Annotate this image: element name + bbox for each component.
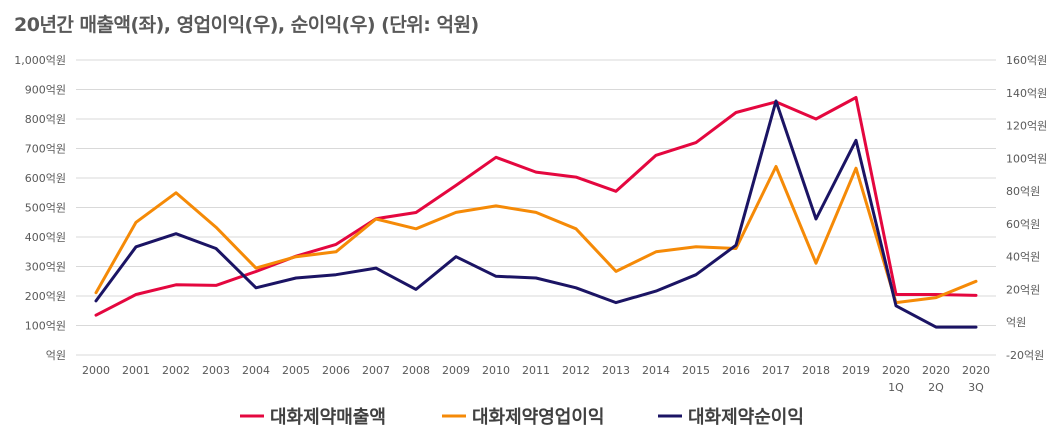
x-tick-label: 2010: [482, 364, 510, 377]
x-tick-label: 2000: [82, 364, 110, 377]
y-right-tick-label: 120억원: [1006, 120, 1047, 133]
x-tick-label: 2008: [402, 364, 430, 377]
y-right-tick-label: 160억원: [1006, 54, 1047, 67]
x-tick-label: 2002: [162, 364, 190, 377]
x-tick-label: 2019: [842, 364, 870, 377]
y-left-tick-label: 300억원: [25, 261, 66, 274]
series-line: [94, 96, 978, 317]
y-left-tick-label: 1,000억원: [14, 54, 66, 67]
legend-label: 대화제약영업이익: [472, 406, 604, 428]
y-left-tick-label: 400억원: [25, 231, 66, 244]
y-left-tick-label: 100억원: [25, 320, 66, 333]
x-tick-label: 2013: [602, 364, 630, 377]
y-right-tick-label: 140억원: [1006, 87, 1047, 100]
y-left-tick-label: 600억원: [25, 172, 66, 185]
y-right-tick-label: 100억원: [1006, 152, 1047, 165]
x-tick-label: 2006: [322, 364, 350, 377]
y-right-tick-label: 80억원: [1006, 185, 1040, 198]
x-tick-label: 2004: [242, 364, 270, 377]
y-right-tick-label: 20억원: [1006, 283, 1040, 296]
legend-label: 대화제약순이익: [688, 406, 804, 428]
x-tick-label: 2020: [882, 364, 910, 377]
x-tick-label: 2007: [362, 364, 390, 377]
x-tick-label: 2020: [922, 364, 950, 377]
x-tick-label: 2016: [722, 364, 750, 377]
x-tick-label: 2005: [282, 364, 310, 377]
x-tick-label: 2009: [442, 364, 470, 377]
x-tick-label: 2001: [122, 364, 150, 377]
y-left-tick-label: 900억원: [25, 84, 66, 97]
chart-title: 20년간 매출액(좌), 영업이익(우), 순이익(우) (단위: 억원): [14, 14, 479, 36]
x-tick-label: 2003: [202, 364, 230, 377]
y-left-tick-label: 700억원: [25, 143, 66, 156]
x-tick-label: 3Q: [968, 381, 984, 394]
x-tick-label: 2017: [762, 364, 790, 377]
x-tick-label: 2015: [682, 364, 710, 377]
series-line: [94, 99, 978, 329]
y-right-tick-label: -20억원: [1006, 349, 1044, 362]
y-left-tick-label: 800억원: [25, 113, 66, 126]
x-tick-label: 2020: [962, 364, 990, 377]
x-tick-label: 1Q: [888, 381, 904, 394]
y-left-tick-label: 200억원: [25, 290, 66, 303]
y-left-tick-label: 억원: [46, 349, 66, 362]
y-left-tick-label: 500억원: [25, 202, 66, 215]
legend-label: 대화제약매출액: [270, 406, 386, 428]
y-right-tick-label: 60억원: [1006, 218, 1040, 231]
x-tick-label: 2011: [522, 364, 550, 377]
y-right-tick-label: 억원: [1006, 316, 1026, 329]
x-tick-label: 2018: [802, 364, 830, 377]
y-right-tick-label: 40억원: [1006, 251, 1040, 264]
x-tick-label: 2012: [562, 364, 590, 377]
x-tick-label: 2Q: [928, 381, 944, 394]
x-tick-label: 2014: [642, 364, 670, 377]
series-line: [94, 165, 978, 305]
